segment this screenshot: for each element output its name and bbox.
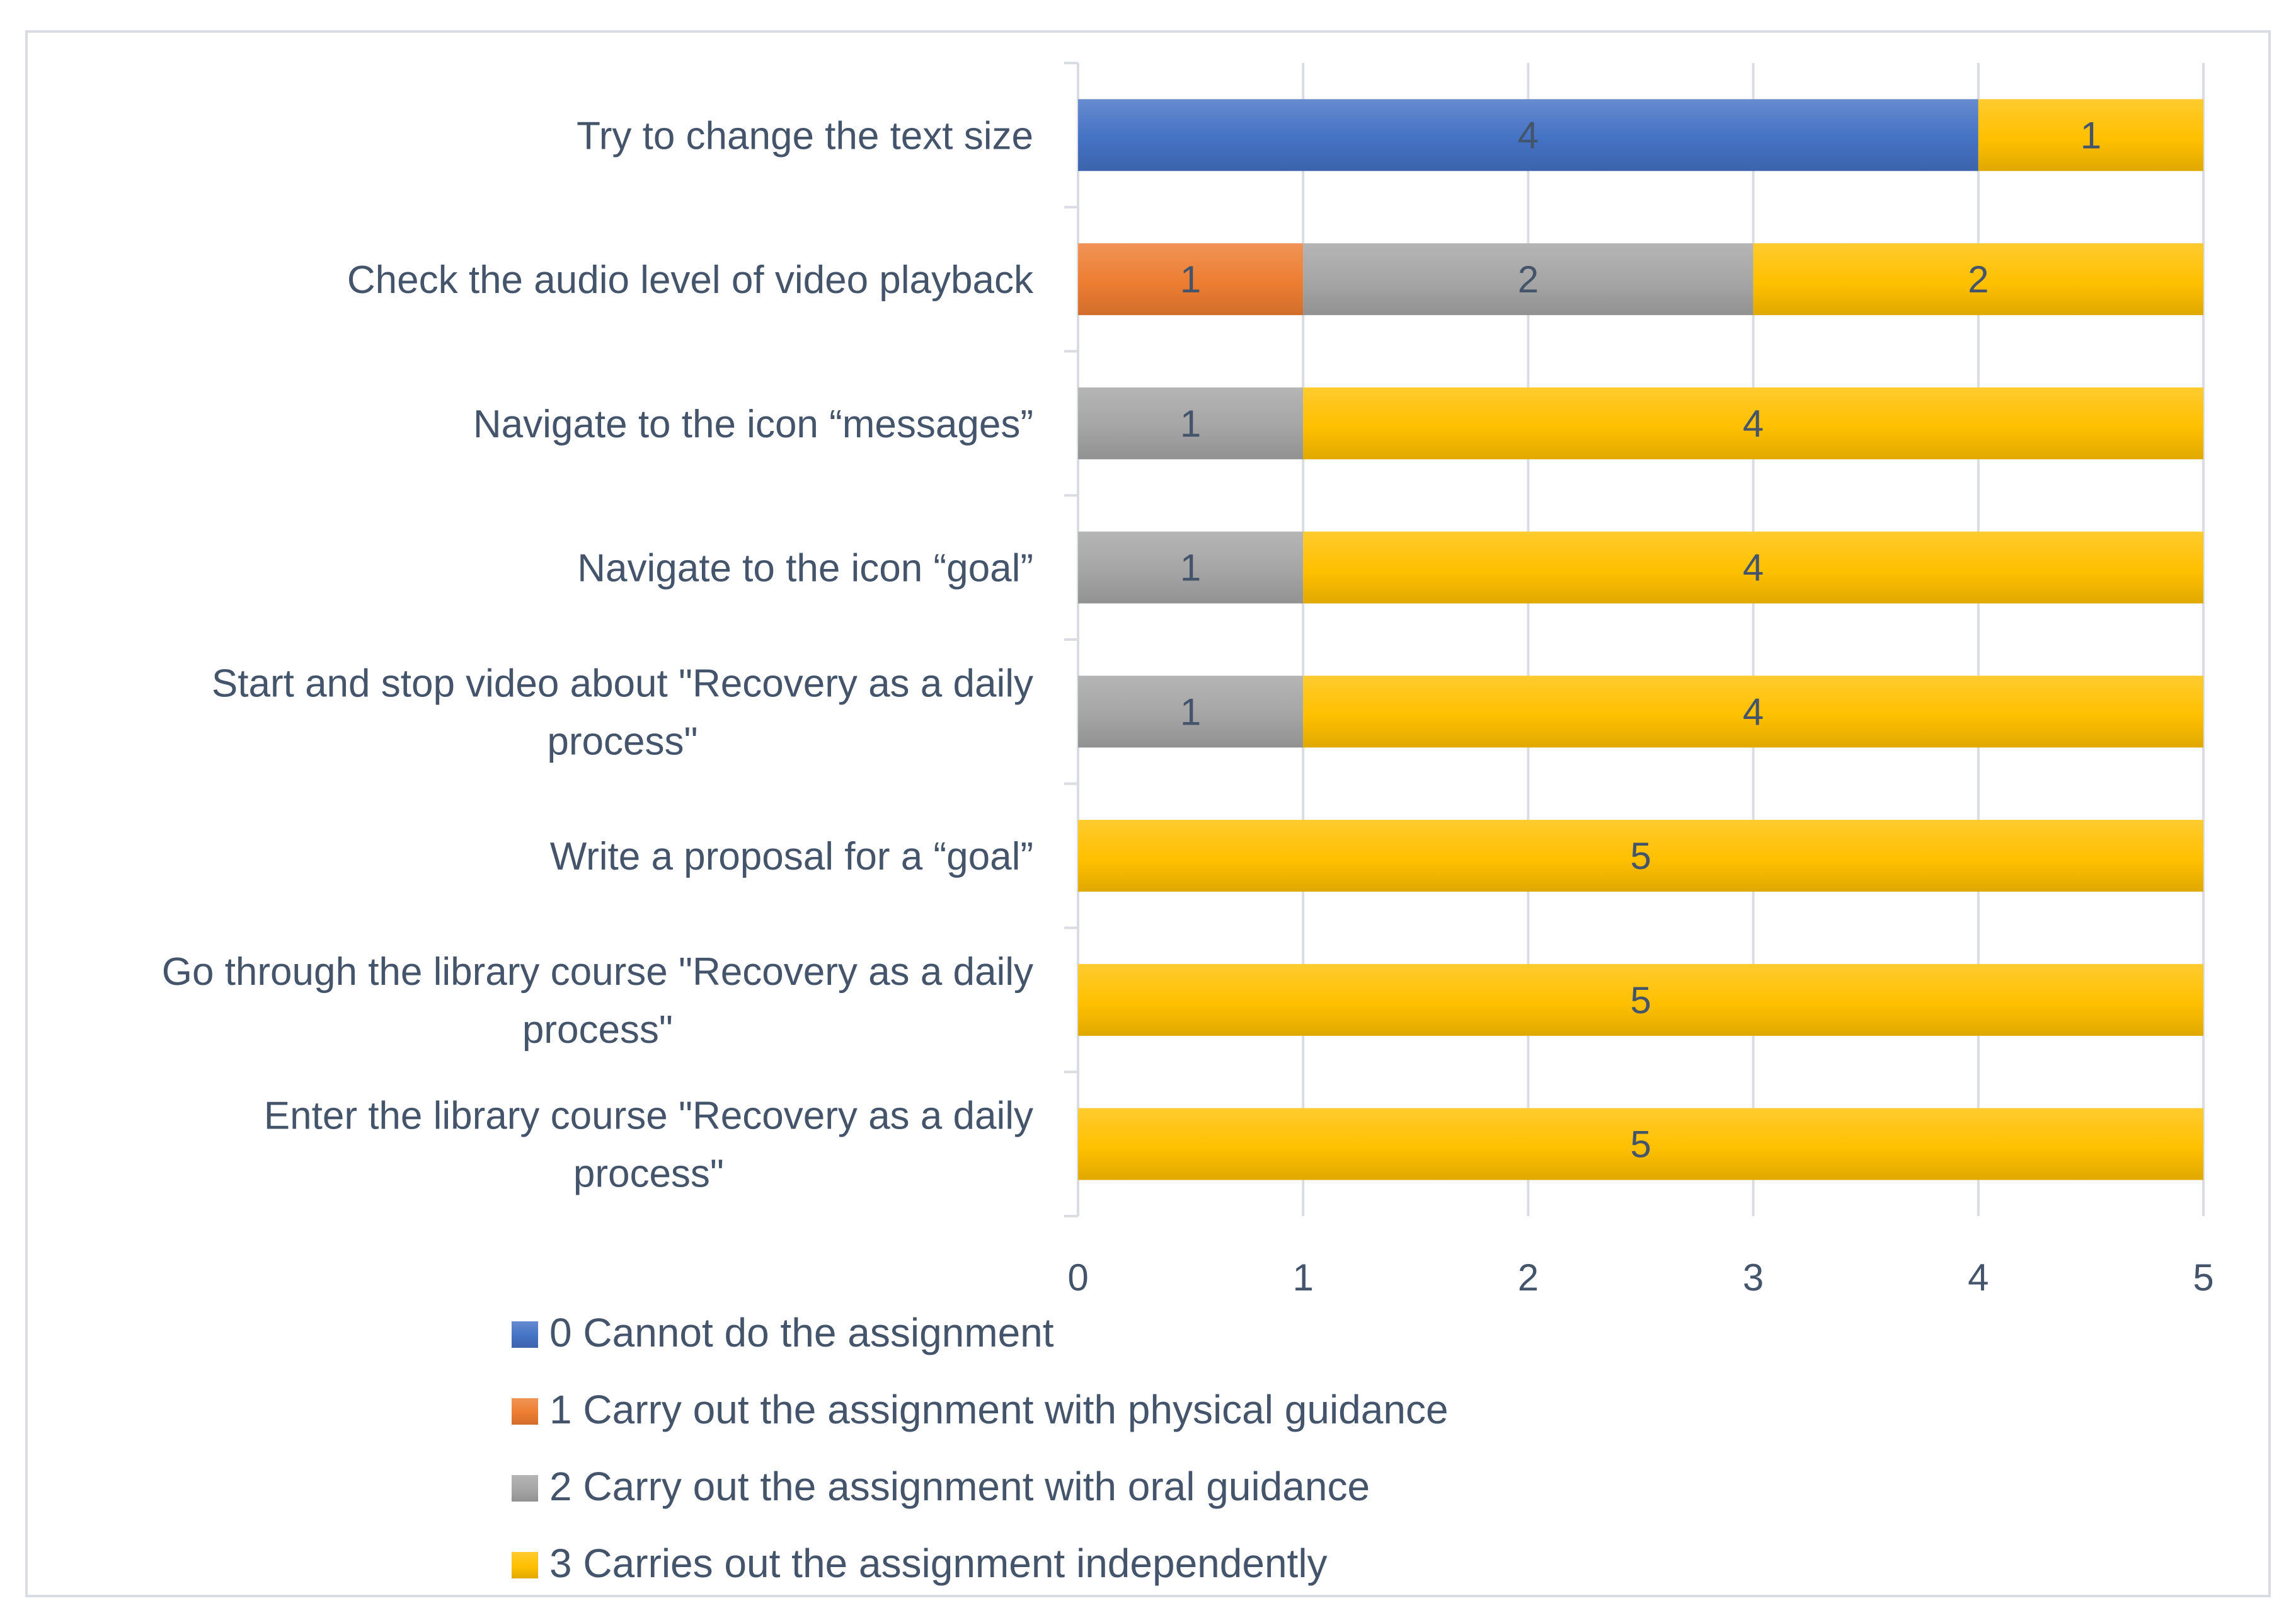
category-labels: Try to change the text size Check the aud… [162, 114, 1034, 1195]
legend-swatch [512, 1475, 538, 1502]
x-tick-label: 3 [1743, 1256, 1764, 1299]
data-label: 4 [1743, 403, 1764, 445]
legend-label: 3 Carries out the assignment independent… [549, 1541, 1328, 1586]
category-label: Navigate to the icon “messages” [473, 403, 1033, 446]
bar-segment [1753, 243, 2203, 316]
legend-label: 1 Carry out the assignment with physical… [549, 1387, 1449, 1432]
legend-swatch [512, 1398, 538, 1425]
data-label: 1 [1180, 547, 1201, 589]
bar-segment [1303, 675, 2203, 748]
data-label: 1 [1180, 691, 1201, 733]
bar-segment [1978, 99, 2203, 171]
bar-segment [1078, 963, 2203, 1036]
bar-segment [1303, 531, 2203, 604]
data-label: 5 [1630, 835, 1651, 877]
data-label: 2 [1518, 258, 1539, 301]
bar-segment [1078, 99, 1978, 171]
legend: 0 Cannot do the assignment 1 Carry out th… [512, 1310, 1449, 1586]
category-label: Check the audio level of video playback [347, 258, 1034, 302]
bar-segment [1078, 531, 1304, 604]
data-label: 1 [1180, 258, 1201, 301]
data-label: 4 [1518, 114, 1539, 156]
legend-swatch [512, 1552, 538, 1578]
gridlines [1064, 62, 2205, 1217]
data-label: 5 [1630, 979, 1651, 1021]
data-label: 4 [1743, 547, 1764, 589]
legend-swatch [512, 1321, 538, 1348]
bar-segment [1078, 820, 2203, 892]
bar-segment [1078, 243, 1304, 316]
category-label: Navigate to the icon “goal” [577, 547, 1033, 590]
x-tick-label: 5 [2193, 1256, 2213, 1299]
bar-segment [1303, 387, 2203, 459]
x-tick-label: 1 [1293, 1256, 1314, 1299]
x-tick-label: 2 [1518, 1256, 1539, 1299]
legend-label: 0 Cannot do the assignment [549, 1310, 1054, 1355]
data-label: 2 [1968, 258, 1989, 301]
bars: 4 1 1 2 2 1 4 1 4 1 4 5 5 5 [1078, 99, 2203, 1180]
category-label: Start and stop video about "Recovery as … [212, 662, 1033, 763]
data-label: 4 [1743, 691, 1764, 733]
data-label: 5 [1630, 1123, 1651, 1166]
x-axis-ticks: 0 1 2 3 4 5 [1067, 1256, 2213, 1299]
category-label: Try to change the text size [577, 114, 1033, 158]
bar-segment [1303, 243, 1754, 316]
legend-label: 2 Carry out the assignment with oral gui… [549, 1464, 1370, 1509]
bar-segment [1078, 387, 1304, 459]
x-tick-label: 0 [1067, 1256, 1088, 1299]
data-label: 1 [2081, 114, 2101, 156]
category-label: Write a proposal for a “goal” [550, 835, 1033, 878]
bar-segment [1078, 675, 1304, 748]
category-label: Enter the library course "Recovery as a … [264, 1094, 1033, 1196]
bar-segment [1078, 1108, 2203, 1180]
category-label: Go through the library course "Recovery … [162, 950, 1033, 1052]
data-label: 1 [1180, 403, 1201, 445]
x-tick-label: 4 [1968, 1256, 1989, 1299]
